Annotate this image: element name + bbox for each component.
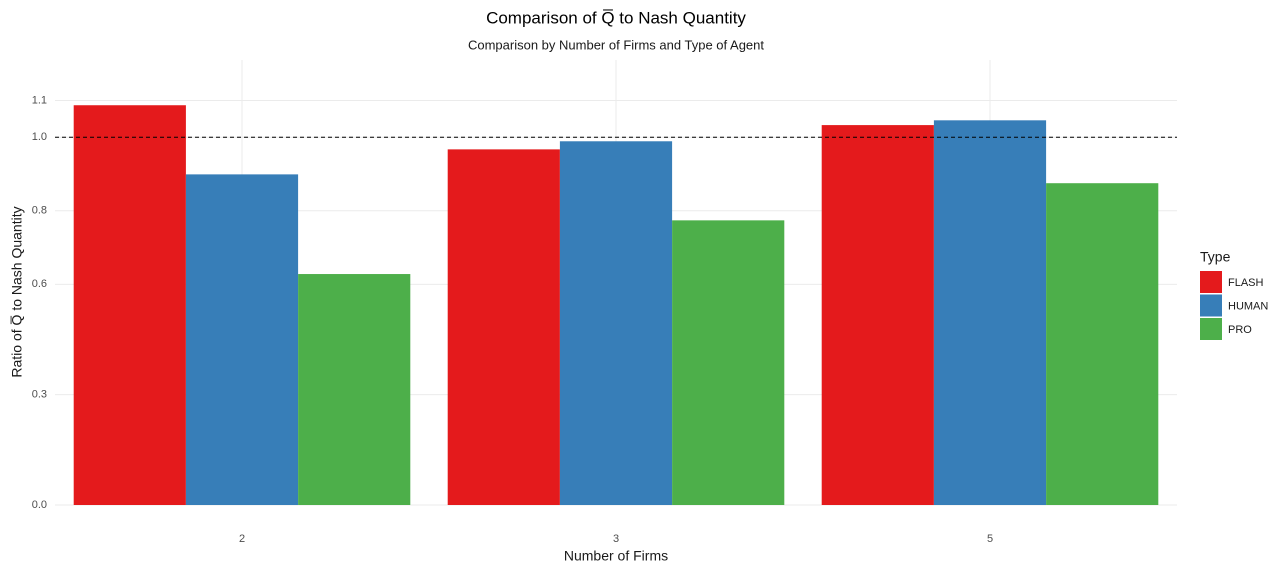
bar bbox=[73, 105, 186, 505]
x-tick-label: 2 bbox=[239, 533, 245, 545]
legend-key bbox=[1200, 294, 1222, 317]
x-tick-label: 5 bbox=[987, 533, 993, 545]
x-axis-title: Number of Firms bbox=[564, 548, 668, 564]
bar bbox=[559, 141, 673, 505]
legend-key bbox=[1200, 271, 1222, 293]
y-tick-label: 1.0 bbox=[32, 131, 47, 143]
legend-label: PRO bbox=[1228, 324, 1252, 336]
legend-title: Type bbox=[1200, 249, 1231, 265]
y-tick-label: 0.3 bbox=[32, 389, 47, 401]
y-tick-label: 0.8 bbox=[32, 205, 47, 217]
y-tick-label: 1.1 bbox=[32, 94, 47, 106]
bar bbox=[672, 220, 785, 505]
bar bbox=[933, 120, 1047, 505]
y-tick-label: 0.0 bbox=[32, 499, 47, 511]
chart-subtitle: Comparison by Number of Firms and Type o… bbox=[468, 37, 764, 52]
bar bbox=[821, 125, 934, 506]
bar bbox=[1046, 183, 1159, 505]
y-tick-label: 0.6 bbox=[32, 278, 47, 290]
legend-key bbox=[1200, 318, 1222, 340]
y-axis-title: Ratio of Q̅ to Nash Quantity bbox=[9, 206, 25, 377]
chart-title: Comparison of Q̅ to Nash Quantity bbox=[486, 8, 746, 27]
legend-label: FLASH bbox=[1228, 277, 1264, 289]
bar bbox=[298, 274, 411, 505]
bar bbox=[447, 149, 560, 505]
legend-label: HUMAN bbox=[1228, 300, 1268, 312]
x-tick-label: 3 bbox=[613, 533, 619, 545]
bar bbox=[185, 174, 299, 505]
